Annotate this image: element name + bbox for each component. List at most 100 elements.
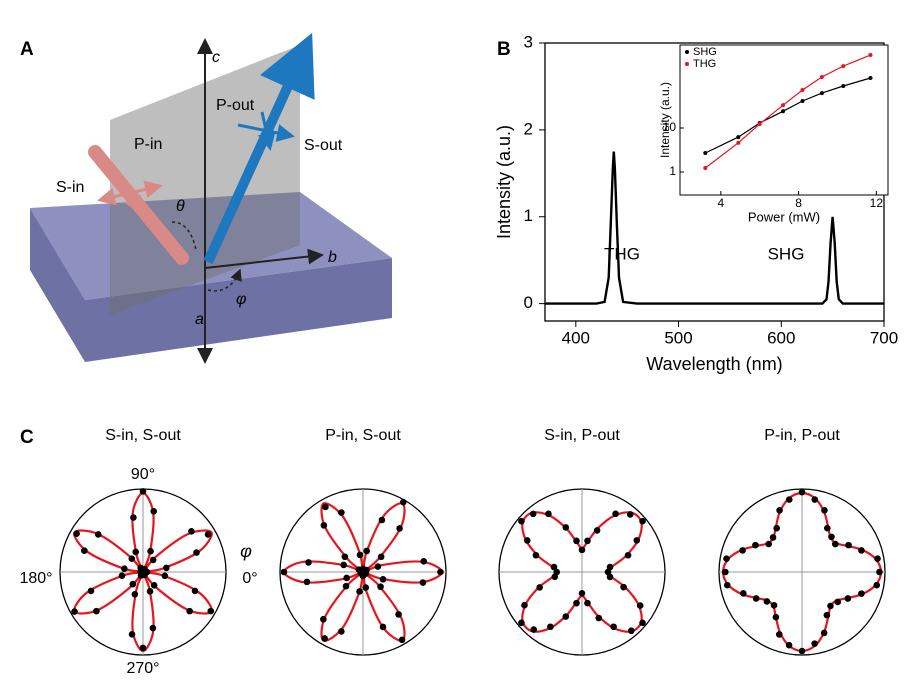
data-point [772,613,780,621]
legend-marker [685,62,689,66]
data-point [573,599,580,607]
data-point [606,573,614,581]
data-point [362,570,370,577]
polar-title: S-in, S-out [105,427,181,444]
data-point [819,75,824,80]
data-point [785,641,793,649]
theta-arc [171,221,197,251]
axis-label: a [195,311,204,328]
data-point [395,611,402,618]
b-axis [204,248,324,269]
data-point [639,619,646,627]
data-point [419,579,427,586]
data-point [626,511,634,518]
data-point [521,601,528,609]
y-tick-label: 3 [524,32,533,51]
data-point [723,555,730,562]
data-point [610,623,617,631]
data-point [834,598,842,606]
data-point [141,571,148,579]
x-tick-label: 500 [664,328,692,347]
angle-tick-label: 180° [19,570,52,587]
data-point [280,568,288,576]
data-point [845,541,852,549]
plot-frame [679,44,889,196]
data-point [320,615,327,623]
data-point [130,514,137,521]
angle-tick-label: 270° [126,660,159,677]
data-point [529,510,537,518]
data-point [776,507,783,514]
data-point [131,590,139,598]
data-point [121,565,128,573]
data-point [703,166,708,171]
x-tick-label: 4 [717,196,724,210]
x-tick-label: 400 [562,328,590,347]
data-point [757,122,762,127]
data-point [593,527,601,534]
data-point [811,496,819,503]
data-point [562,524,570,531]
data-point [798,488,806,496]
data-point [150,507,158,515]
data-point [377,553,385,561]
data-point [379,623,387,631]
data-point [321,635,328,642]
data-point [204,531,212,538]
data-point [773,524,781,532]
data-point [800,88,805,93]
data-point [362,584,370,591]
data-point [785,496,793,503]
x-tick-label: 700 [870,328,898,347]
data-point [722,568,729,576]
data-point [823,611,831,619]
data-point [342,582,350,590]
polarization-label: S-in [56,179,84,196]
data-point [584,599,591,607]
data-point [781,109,786,114]
data-point [639,517,646,525]
data-point [149,624,157,632]
data-point [139,644,147,652]
data-point [530,626,538,633]
data-point [437,568,444,576]
data-point [93,607,100,615]
data-point [161,572,169,580]
data-point [320,522,328,529]
data-point [868,75,873,80]
slab-side [30,208,392,362]
data-point [128,630,136,638]
data-point [150,582,158,589]
data-point [858,590,865,597]
data-point [823,524,831,532]
data-point [868,53,873,58]
data-point [636,602,644,609]
data-point [798,647,806,655]
data-point [723,581,731,589]
data-point [163,564,170,572]
data-line [705,77,871,154]
data-point [765,540,772,548]
data-point [129,580,137,588]
polarization-label: S-out [304,137,343,154]
angle-label: θ [176,198,185,215]
data-point [94,531,102,538]
data-point [612,510,619,518]
data-point [305,559,312,566]
peak-label: SHG [768,244,805,263]
data-point [128,555,136,562]
output-beam [203,32,315,265]
data-point [858,547,865,554]
x-tick-label: 12 [870,196,884,210]
polar-title: P-in, P-out [764,427,840,444]
data-point [379,575,387,583]
data-point [518,619,525,627]
data-point [781,103,786,108]
data-point [374,563,382,570]
data-point [186,607,193,615]
data-point [819,91,824,96]
data-point [73,530,80,537]
data-point [532,551,540,559]
data-point [340,561,347,569]
